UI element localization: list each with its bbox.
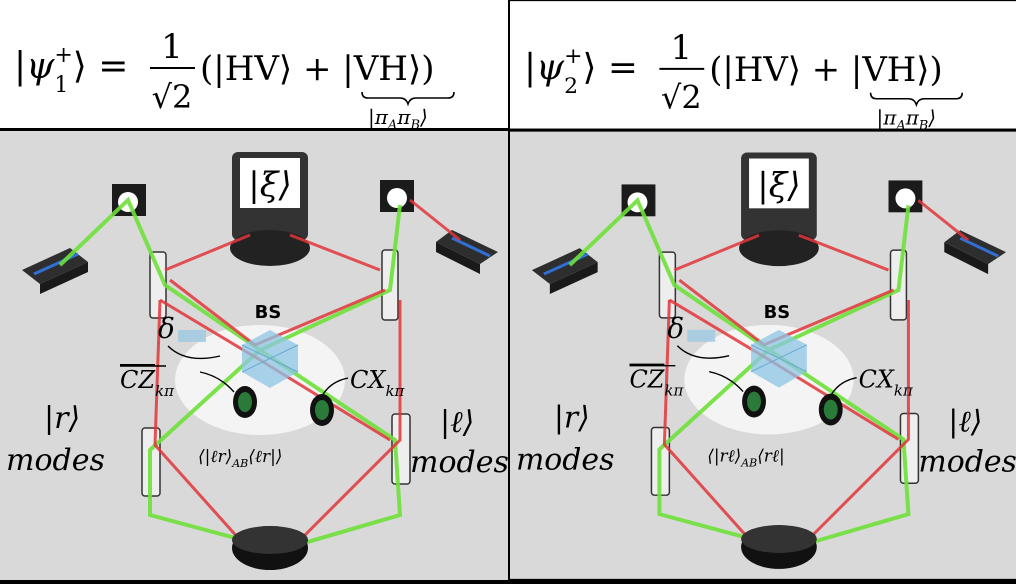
source-base — [230, 230, 310, 266]
left-mode-ket: |r⟩ — [554, 400, 590, 435]
setup-diagram: |ψ2+⟩ = 1 √2 (|HV⟩ + |VH⟩) |πAπB⟩ |ξ⟩ — [510, 1, 1016, 579]
left-mode-ket: |r⟩ — [44, 401, 80, 436]
left-mode-word: modes — [516, 442, 614, 477]
left-panel: |ψ1+⟩ = 1 √2 (|HV⟩ + |VH⟩) |πAπB⟩ |ξ⟩ — [0, 0, 509, 580]
delta-arrow — [676, 345, 730, 359]
underbrace — [361, 91, 455, 107]
right-mode-ket: |ℓ⟩ — [948, 404, 982, 439]
wave-plate-cz — [742, 385, 766, 418]
right-mode-ket: |ℓ⟩ — [440, 405, 474, 440]
fraction-denominator: √2 — [661, 79, 702, 117]
source-label: |ξ⟩ — [248, 165, 291, 205]
laser-right — [436, 230, 498, 274]
source-base — [739, 230, 819, 267]
mirror-top-right-face — [895, 188, 916, 209]
divider — [0, 128, 508, 131]
divider — [510, 128, 1016, 132]
beam-splitter-label: BS — [764, 302, 791, 323]
right-mode-word: modes — [918, 444, 1016, 479]
beam-splitter-label: BS — [255, 302, 282, 323]
source-label: |ξ⟩ — [757, 165, 800, 204]
right-mode-word: modes — [410, 445, 508, 480]
setup-diagram: |ψ1+⟩ = 1 √2 (|HV⟩ + |VH⟩) |πAπB⟩ |ξ⟩ — [0, 0, 509, 580]
left-mode-word: modes — [6, 443, 105, 478]
mirror-top-right-face — [387, 188, 407, 208]
fraction-numerator: 1 — [161, 27, 183, 67]
underbrace — [869, 92, 964, 108]
phase-plate — [178, 330, 206, 342]
cz-label: CZkπ — [630, 366, 685, 400]
fraction-numerator: 1 — [671, 28, 693, 67]
state-expansion: (|HV⟩ + |VH⟩) — [709, 50, 943, 89]
wave-plate-cz — [233, 386, 257, 418]
cz-arrow — [709, 370, 744, 393]
source-label-bg — [240, 158, 300, 208]
cx-label: CXkπ — [859, 366, 914, 400]
fraction-denominator: √2 — [152, 78, 193, 116]
wave-plate-cx — [310, 394, 334, 426]
detector-top — [741, 525, 817, 553]
beam-splitter — [750, 329, 808, 388]
wave-plate-cx — [818, 393, 843, 426]
brace-label: |πAπB⟩ — [368, 105, 428, 133]
state-expansion: (|HV⟩ + |VH⟩) — [200, 49, 434, 89]
delta-label: δ — [158, 312, 175, 345]
state-label: |ψ1+⟩ = — [14, 43, 128, 98]
source-label-bg — [749, 158, 809, 209]
detector-top — [232, 526, 308, 554]
projector-label: ⟨|ℓr⟩AB⟨ℓr|⟩ — [198, 447, 282, 470]
phase-plate — [687, 329, 716, 342]
cx-label: CXkπ — [350, 366, 406, 400]
equation-box — [0, 0, 508, 128]
right-panel: |ψ2+⟩ = 1 √2 (|HV⟩ + |VH⟩) |πAπB⟩ |ξ⟩ — [510, 0, 1016, 580]
equation-box — [510, 1, 1016, 129]
laser-right — [944, 230, 1007, 275]
delta-arrow — [167, 345, 221, 360]
beam-splitter — [241, 330, 299, 388]
state-label: |ψ2+⟩ = — [524, 44, 638, 99]
projector-label: ⟨|rℓ⟩AB⟨rℓ| — [707, 445, 784, 469]
cz-arrow — [199, 371, 235, 393]
brace-label: |πAπB⟩ — [877, 107, 937, 134]
cz-label: CZkπ — [120, 366, 175, 400]
delta-label: δ — [667, 312, 684, 345]
